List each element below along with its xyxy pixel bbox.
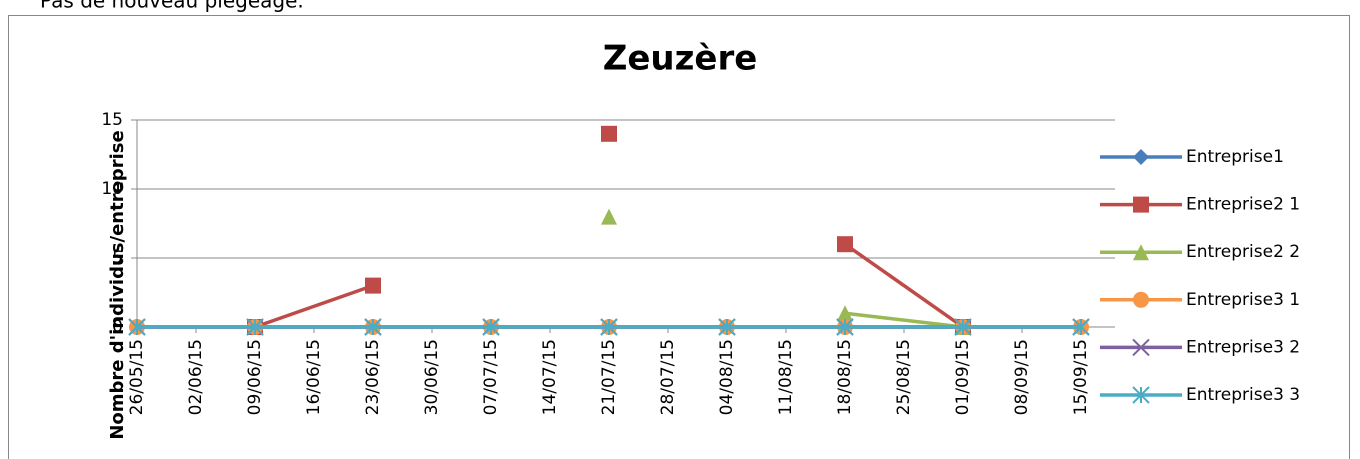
x-tick-label: 08/09/15 (1012, 339, 1032, 415)
x-tick-label: 28/07/15 (658, 339, 678, 415)
legend-label: Entreprise3 1 (1186, 290, 1300, 310)
x-tick-label: 25/08/15 (894, 339, 914, 415)
marker (246, 318, 264, 336)
legend-label: Entreprise3 2 (1186, 337, 1300, 357)
marker (600, 318, 618, 336)
x-tick-label: 02/06/15 (186, 339, 206, 415)
marker (601, 125, 617, 142)
x-tick-label: 18/08/15 (835, 339, 855, 415)
marker (836, 318, 854, 336)
x-tick-label: 30/06/15 (422, 339, 442, 415)
marker (954, 318, 972, 336)
legend-label: Entreprise2 2 (1186, 242, 1300, 262)
y-tick-label: 10 (101, 179, 123, 199)
marker (1072, 318, 1090, 336)
marker (482, 318, 500, 336)
chart-title: Zeuzère (603, 39, 758, 79)
marker (837, 236, 853, 253)
y-tick-label: 15 (101, 110, 123, 130)
legend-label: Entreprise3 3 (1186, 385, 1300, 405)
series-line (844, 311, 964, 329)
marker (1133, 196, 1149, 213)
marker (364, 318, 382, 336)
marker (365, 277, 381, 294)
marker (128, 318, 146, 336)
legend-label: Entreprise2 1 (1186, 195, 1300, 215)
y-axis-label: Nombre d'individus/entreprise (107, 130, 128, 439)
marker (1132, 338, 1150, 357)
x-tick-label: 26/05/15 (127, 339, 147, 415)
chart-border (8, 15, 1350, 459)
x-tick-label: 15/09/15 (1071, 339, 1091, 415)
legend-label: Entreprise1 (1186, 147, 1284, 167)
x-tick-label: 14/07/15 (540, 339, 560, 415)
marker (1133, 244, 1149, 261)
x-tick-label: 07/07/15 (481, 339, 501, 415)
marker (1133, 149, 1149, 165)
x-tick-label: 23/06/15 (363, 339, 383, 415)
x-tick-label: 04/08/15 (717, 339, 737, 415)
x-tick-label: 01/09/15 (953, 339, 973, 415)
marker (1133, 291, 1149, 308)
x-tick-label: 09/06/15 (245, 339, 265, 415)
marker (718, 318, 736, 336)
y-tick-label: 5 (112, 248, 123, 268)
y-tick-label: 0 (112, 317, 123, 337)
series-line (254, 242, 965, 329)
x-tick-label: 16/06/15 (304, 339, 324, 415)
marker (1132, 386, 1150, 404)
marker (837, 305, 853, 322)
marker (601, 208, 617, 225)
x-tick-label: 21/07/15 (599, 339, 619, 415)
x-tick-label: 11/08/15 (776, 339, 796, 415)
header-text: Pas de nouveau piégeage. (40, 0, 304, 13)
